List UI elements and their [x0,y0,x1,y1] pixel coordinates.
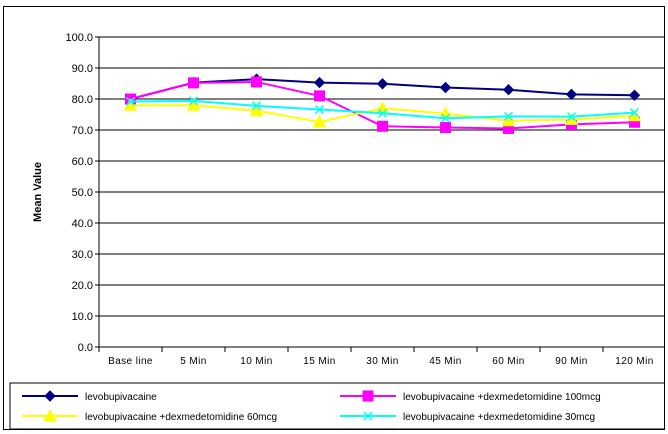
y-tick-label: 20.0 [72,280,93,292]
legend-marker [44,390,56,402]
legend-marker [363,411,373,421]
data-point [313,76,326,89]
data-point [440,113,451,123]
legend-marker [43,408,57,422]
y-tick-label: 100.0 [65,32,93,44]
legend-label: levobupivacaine +dexmedetomidine 100mcg [403,392,601,403]
data-point [314,90,325,102]
y-tick-label: 90.0 [72,63,93,75]
x-tick-label: 120 Min [615,356,653,367]
data-point [251,76,262,88]
data-point [440,122,451,134]
legend-label: levobupivacaine +dexmedetomidine 30mcg [403,412,595,423]
data-point [188,96,199,106]
legend-marker [362,390,374,402]
chart-frame: 0.0 10.0 20.0 30.0 40.0 50.0 60.0 70.0 80.0 90.0 1… [3,6,668,430]
data-point [188,77,199,89]
y-tick-label: 30.0 [72,249,93,261]
data-point [312,114,327,128]
data-point [377,108,388,118]
data-point [629,108,640,118]
data-point [377,120,388,132]
data-point [249,103,264,117]
data-point [125,96,136,107]
data-point [566,112,577,122]
x-tick-label: 90 Min [555,356,587,367]
data-point [628,89,641,101]
x-tick-label: 10 Min [240,356,272,367]
x-tick-label: 60 Min [492,356,524,367]
y-tick-label: 40.0 [72,218,93,230]
x-tick-label: 5 Min [180,356,206,367]
x-tick-label: 15 Min [303,356,335,367]
data-point [565,88,578,101]
y-tick-label: 80.0 [72,94,93,106]
data-point [314,105,325,115]
y-tick-label: 50.0 [72,187,93,199]
y-tick-label: 10.0 [72,311,93,323]
legend-label: levobupivacaine [85,392,157,403]
legend-label: levobupivacaine +dexmedetomidine 60mcg [85,412,277,423]
y-tick-label: 70.0 [72,125,93,137]
data-point [376,78,389,90]
y-axis-title: Mean Value [32,162,44,222]
line-chart: 0.0 10.0 20.0 30.0 40.0 50.0 60.0 70.0 80.0 90.0 1… [9,32,668,430]
y-tick-label: 60.0 [72,156,93,168]
data-point [502,83,515,96]
x-tick-label: 30 Min [366,356,398,367]
data-point [251,101,262,111]
legend [9,382,668,430]
data-point [439,81,452,94]
y-tick-label: 0.0 [78,342,93,354]
x-tick-label: 45 Min [429,356,461,367]
x-tick-label: Base line [108,356,153,367]
data-point [503,111,514,121]
